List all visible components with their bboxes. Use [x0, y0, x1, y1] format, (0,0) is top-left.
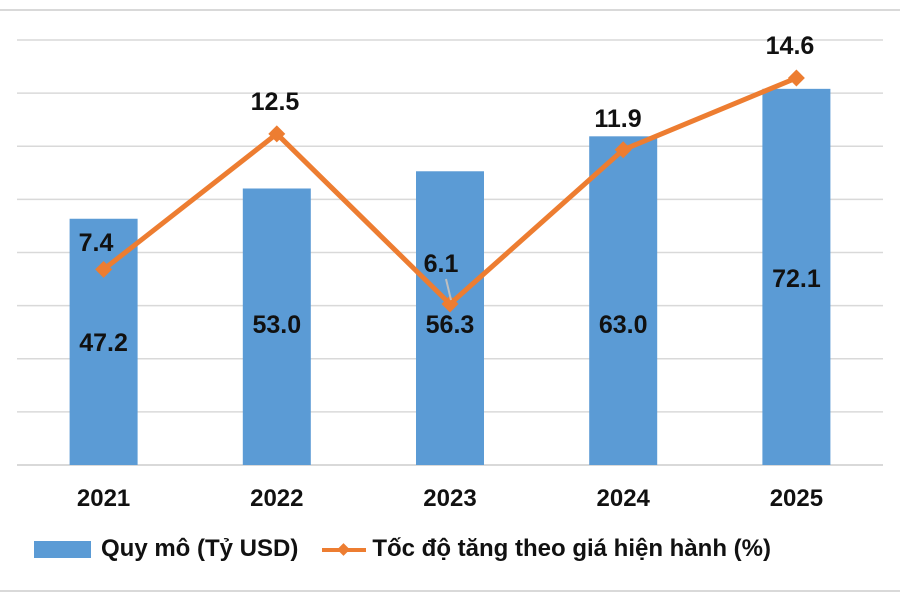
bottom-border — [0, 590, 900, 592]
data-label: 14.6 — [766, 32, 815, 60]
bar-2024 — [589, 136, 658, 466]
x-tick-label: 2025 — [770, 485, 823, 512]
bar-series — [69, 88, 831, 466]
x-tick-label: 2023 — [423, 485, 476, 512]
data-label: 47.2 — [79, 329, 128, 357]
bar-2021 — [69, 218, 138, 465]
data-label: 11.9 — [594, 105, 641, 133]
x-tick-label: 2022 — [250, 485, 303, 512]
legend-line-label: Tốc độ tăng theo giá hiện hành (%) — [372, 535, 771, 562]
data-label: 53.0 — [252, 311, 301, 339]
diamond-marker-icon — [441, 295, 459, 313]
legend-bar-label: Quy mô (Tỷ USD) — [101, 535, 299, 562]
diamond-marker-icon — [787, 69, 805, 87]
bar-2022 — [242, 188, 311, 465]
data-label: 72.1 — [772, 265, 821, 293]
diamond-marker-icon — [614, 141, 632, 159]
leader-line — [445, 278, 452, 301]
data-labels: 47.2 53.0 56.3 63.0 72.1 7.4 12.5 6.1 11.9 14.6 — [79, 32, 821, 357]
x-axis-labels: 2021 2022 2023 2024 2025 — [77, 485, 823, 512]
bar-swatch-icon — [34, 540, 91, 558]
bar-2023 — [416, 171, 484, 465]
data-label: 12.5 — [251, 88, 300, 116]
x-tick-label: 2024 — [597, 485, 651, 512]
diamond-marker-icon — [95, 260, 113, 278]
data-label: 6.1 — [424, 250, 459, 278]
legend: Quy mô (Tỷ USD) Tốc độ tăng theo giá hiệ… — [34, 534, 795, 564]
data-label: 56.3 — [426, 311, 475, 339]
data-label: 63.0 — [599, 311, 648, 339]
line-series — [95, 69, 805, 313]
legend-item-line: Tốc độ tăng theo giá hiện hành (%) — [322, 535, 771, 563]
line-marker-swatch-icon — [322, 541, 367, 558]
x-tick-label: 2021 — [77, 485, 130, 512]
legend-item-bar: Quy mô (Tỷ USD) — [34, 535, 298, 563]
bar-2025 — [762, 88, 831, 466]
data-label: 7.4 — [79, 229, 114, 257]
top-border — [0, 9, 900, 11]
